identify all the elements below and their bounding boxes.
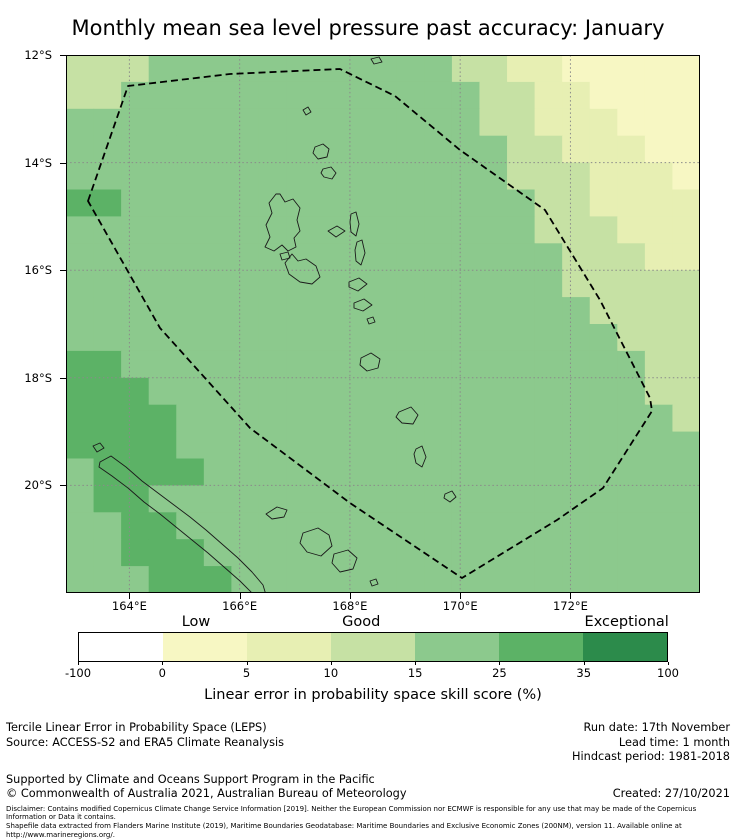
map-frame	[66, 55, 700, 593]
lat-tick-mark	[60, 377, 66, 379]
lat-tick-label: 14°S	[24, 155, 52, 170]
colorbar-segment	[331, 633, 415, 661]
colorbar-segment	[163, 633, 247, 661]
colorbar-quality-labels: Low Good Exceptional	[78, 610, 669, 632]
graticule-lines	[66, 55, 700, 593]
lon-tick-mark	[349, 593, 351, 599]
colorbar-tick-label: 15	[407, 666, 423, 680]
footer-created: Created: 27/10/2021	[612, 787, 730, 801]
colorbar-quality-label: Exceptional	[584, 614, 669, 630]
coastlines	[92, 56, 457, 593]
footer-row-1: Tercile Linear Error in Probability Spac…	[6, 721, 730, 736]
footer-run-date: Run date: 17th November	[583, 721, 730, 734]
lat-tick-label: 18°S	[24, 370, 52, 385]
footer-disclaimer: Disclaimer: Contains modified Copernicus…	[6, 804, 697, 822]
colorbar-tick-mark	[499, 662, 501, 665]
colorbar-segment	[415, 633, 499, 661]
colorbar-segment	[499, 633, 583, 661]
lon-tick-mark	[460, 593, 462, 599]
lat-tick-label: 12°S	[24, 48, 52, 62]
lon-tick-label: 164°E	[111, 599, 147, 613]
footer-row-5: © Commonwealth of Australia 2021, Austra…	[6, 787, 730, 802]
lat-tick-mark	[60, 270, 66, 272]
colorbar-tick-mark	[162, 662, 164, 665]
lat-tick-label: 20°S	[24, 478, 52, 493]
footer-lead-time: Lead time: 1 month	[618, 735, 730, 749]
lon-tick-label: 166°E	[222, 599, 258, 613]
lat-axis: 12°S 14°S 16°S 18°S 20°S	[0, 48, 58, 593]
colorbar-tick-mark	[246, 662, 248, 665]
lon-tick-mark	[129, 593, 131, 599]
colorbar-tick-label: 10	[323, 666, 339, 680]
footer-shapefile-note: Shapefile data extracted from Flanders M…	[6, 822, 682, 839]
lat-tick-mark	[60, 485, 66, 487]
colorbar-tick-label: 0	[158, 666, 166, 680]
lon-tick-mark	[570, 593, 572, 599]
footer: Tercile Linear Error in Probability Spac…	[6, 721, 730, 839]
colorbar-tick-mark	[668, 662, 669, 665]
figure-title: Monthly mean sea level pressure past acc…	[71, 16, 665, 40]
lon-axis: 164°E 166°E 168°E 170°E 172°E	[66, 599, 700, 615]
colorbar-tick-label: 35	[576, 666, 592, 680]
lon-tick-label: 172°E	[552, 599, 588, 613]
colorbar-tick-mark	[415, 662, 417, 665]
colorbar-tick-labels: -100 0 5 10 15 25 35 100	[65, 662, 679, 680]
footer-copyright: © Commonwealth of Australia 2021, Austra…	[6, 787, 407, 801]
footer-row-4: Supported by Climate and Oceans Support …	[6, 773, 730, 788]
lon-tick-label: 170°E	[442, 599, 478, 613]
colorbar-tick-mark	[78, 662, 79, 665]
skill-grid-cells	[66, 55, 700, 593]
footer-product: Tercile Linear Error in Probability Spac…	[6, 721, 267, 734]
lon-tick-mark	[239, 593, 241, 599]
colorbar-tick-label: 25	[492, 666, 507, 680]
colorbar	[78, 632, 668, 662]
footer-row-3: Hindcast period: 1981-2018	[6, 750, 730, 765]
map-svg	[66, 55, 700, 593]
footer-row-2: Source: ACCESS-S2 and ERA5 Climate Reana…	[6, 736, 730, 751]
colorbar-tick-label: 100	[657, 666, 679, 680]
colorbar-area: Low Good Exceptional -100 0 5 10 15 25 35 100 Lin…	[65, 610, 679, 703]
colorbar-quality-label: Good	[342, 614, 381, 630]
colorbar-segment	[583, 633, 667, 661]
colorbar-caption: Linear error in probability space skill …	[204, 687, 542, 703]
lat-tick-mark	[60, 55, 66, 56]
lat-tick-mark	[60, 162, 66, 164]
colorbar-tick-label: 5	[242, 666, 251, 680]
colorbar-quality-label: Low	[181, 614, 211, 630]
eez-boundary	[87, 68, 653, 579]
lat-tick-label: 16°S	[24, 263, 52, 278]
colorbar-tick-mark	[583, 662, 585, 665]
footer-support: Supported by Climate and Oceans Support …	[6, 772, 375, 786]
map	[66, 55, 700, 593]
colorbar-segment	[247, 633, 331, 661]
colorbar-tick-label: -100	[64, 666, 92, 680]
colorbar-segment	[79, 633, 163, 661]
footer-source: Source: ACCESS-S2 and ERA5 Climate Reana…	[6, 735, 284, 749]
colorbar-tick-mark	[330, 662, 332, 665]
footer-hindcast: Hindcast period: 1981-2018	[572, 750, 730, 764]
lon-tick-label: 168°E	[332, 599, 368, 613]
